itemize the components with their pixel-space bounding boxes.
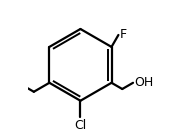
Text: OH: OH xyxy=(135,76,154,89)
Text: F: F xyxy=(120,28,127,41)
Text: Cl: Cl xyxy=(74,119,87,132)
